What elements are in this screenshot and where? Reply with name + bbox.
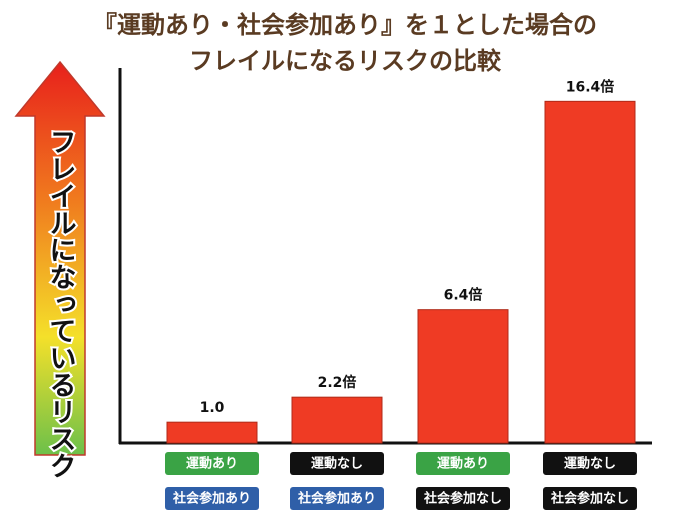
subcategory-label: 社会参加なし — [550, 491, 629, 507]
bar — [417, 309, 509, 444]
subcategory-box — [290, 487, 384, 510]
category-box — [416, 452, 510, 475]
value-label: 6.4倍 — [444, 287, 483, 304]
subcategory-label: 社会参加あり — [172, 491, 251, 507]
category-label: 運動あり — [437, 456, 489, 472]
subcategory-box — [543, 487, 637, 510]
category-box — [290, 452, 384, 475]
value-label: 1.0 — [200, 400, 225, 416]
category-label: 運動なし — [564, 456, 616, 472]
category-label: 運動あり — [186, 456, 238, 472]
subcategory-box — [416, 487, 510, 510]
chart-title: 『運動あり・社会参加あり』を１とした場合の — [93, 11, 597, 39]
value-label: 2.2倍 — [318, 374, 357, 391]
category-label: 運動なし — [311, 456, 363, 472]
value-label: 16.4倍 — [566, 78, 615, 95]
bar — [544, 100, 636, 444]
chart-subtitle: フレイルになるリスクの比較 — [189, 47, 502, 75]
subcategory-label: 社会参加なし — [423, 491, 502, 507]
subcategory-box — [165, 487, 259, 510]
subcategory-label: 社会参加あり — [297, 491, 376, 507]
bar — [166, 421, 258, 444]
bar — [291, 396, 383, 444]
category-box — [543, 452, 637, 475]
risk-arrow — [14, 60, 106, 456]
category-box — [165, 452, 259, 475]
arrow-label: フレイルになっているリスク — [45, 128, 76, 479]
